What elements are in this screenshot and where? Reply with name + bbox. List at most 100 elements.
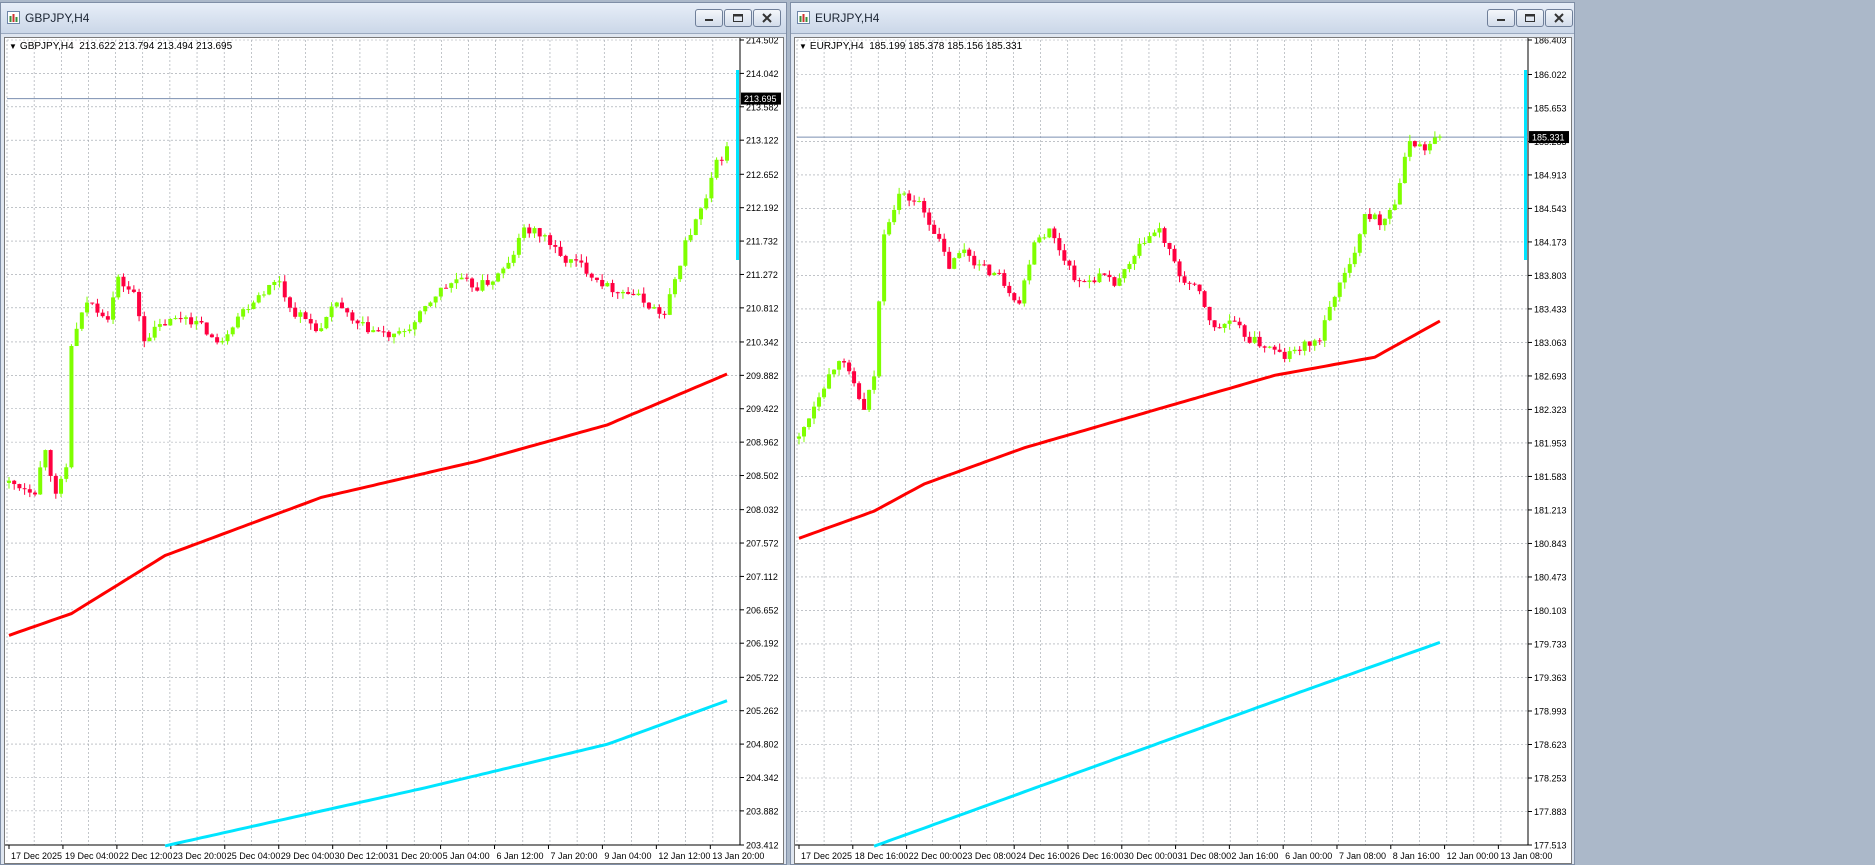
candle-body bbox=[892, 209, 897, 223]
price-axis-label: 212.192 bbox=[746, 203, 779, 213]
close-icon bbox=[762, 13, 772, 23]
candle-body bbox=[220, 341, 225, 343]
time-axis-label: 12 Jan 00:00 bbox=[1447, 851, 1499, 861]
candle-body bbox=[620, 291, 625, 294]
candle-body bbox=[1242, 325, 1247, 337]
candle-body bbox=[683, 240, 688, 266]
candle-body bbox=[932, 224, 937, 234]
time-axis-label: 6 Jan 12:00 bbox=[497, 851, 544, 861]
price-axis-label: 181.953 bbox=[1534, 438, 1567, 448]
time-axis-label: 18 Dec 16:00 bbox=[855, 851, 909, 861]
candle-body bbox=[1382, 218, 1387, 226]
candle-body bbox=[366, 322, 370, 333]
time-axis-label: 13 Jan 20:00 bbox=[712, 851, 764, 861]
candle-body bbox=[997, 272, 1002, 274]
candle-body bbox=[1137, 243, 1142, 256]
chart-window-icon bbox=[7, 11, 20, 24]
candle-body bbox=[1297, 349, 1302, 351]
candle-body bbox=[345, 308, 350, 313]
candle-body bbox=[1387, 209, 1392, 219]
maximize-button[interactable] bbox=[724, 9, 752, 27]
chart-canvas[interactable]: 214.502 214.042 213.582 213.122 212.652 212.1… bbox=[5, 38, 785, 865]
chart-canvas[interactable]: 186.403186.022185.653185.283184.913184.5… bbox=[795, 38, 1573, 865]
maximize-button[interactable] bbox=[1516, 9, 1544, 27]
price-axis-label: 183.433 bbox=[1534, 304, 1567, 314]
candle-body bbox=[927, 212, 932, 225]
candle-body bbox=[967, 249, 972, 256]
high-value: 185.378 bbox=[908, 41, 945, 52]
candle-body bbox=[1017, 300, 1022, 304]
open-value: 213.622 bbox=[79, 41, 116, 52]
candle-body bbox=[542, 235, 547, 237]
price-axis-label: 214.502 bbox=[746, 38, 779, 46]
price-axis-label: 185.653 bbox=[1534, 103, 1567, 113]
candle-body bbox=[714, 159, 719, 178]
candle-body bbox=[329, 306, 334, 317]
candle-body bbox=[636, 293, 641, 296]
current-price-tag bbox=[1529, 131, 1569, 144]
candle-body bbox=[360, 322, 365, 324]
symbol-label: EURJPY,H4 bbox=[809, 41, 864, 52]
candle-body bbox=[563, 255, 568, 263]
candle-body bbox=[1167, 242, 1172, 249]
chart-window-gbpjpy[interactable]: GBPJPY,H4 214.502 214.042 213.582 213.122 21… bbox=[0, 2, 787, 865]
candle-body bbox=[319, 328, 324, 332]
minimize-button[interactable] bbox=[695, 9, 723, 27]
candle-body bbox=[522, 227, 527, 238]
candle-body bbox=[977, 264, 982, 266]
window-titlebar[interactable]: EURJPY,H4 bbox=[791, 3, 1574, 34]
price-axis-label: 182.323 bbox=[1534, 405, 1567, 415]
candle-body bbox=[527, 227, 532, 234]
price-axis-label: 184.913 bbox=[1534, 170, 1567, 180]
price-axis-label: 212.652 bbox=[746, 170, 779, 180]
ohlc-info-line: ▼ GBPJPY,H4 213.622 213.794 213.494 213.6… bbox=[9, 41, 232, 52]
current-price-tag bbox=[741, 92, 781, 105]
candle-body bbox=[282, 281, 287, 298]
price-chart[interactable]: 214.502 214.042 213.582 213.122 212.652 212.1… bbox=[4, 37, 784, 864]
candle-body bbox=[516, 237, 521, 255]
candle-body bbox=[1367, 214, 1372, 220]
price-axis-label: 205.722 bbox=[746, 673, 779, 683]
candle-body bbox=[1177, 261, 1182, 277]
price-axis-label: 203.412 bbox=[746, 841, 779, 851]
candle-body bbox=[626, 291, 631, 294]
candle-body bbox=[412, 322, 417, 330]
time-axis-label: 17 Dec 2025 bbox=[11, 851, 62, 861]
candle-body bbox=[105, 316, 110, 320]
price-chart[interactable]: 186.403186.022185.653185.283184.913184.5… bbox=[794, 37, 1572, 864]
candle-body bbox=[678, 265, 683, 280]
price-axis-label: 178.253 bbox=[1534, 773, 1567, 783]
time-axis-label: 24 Dec 16:00 bbox=[1016, 851, 1070, 861]
candle-body bbox=[287, 297, 292, 308]
candle-body bbox=[532, 228, 537, 234]
candle-body bbox=[293, 307, 298, 317]
close-button[interactable] bbox=[1545, 9, 1573, 27]
candle-body bbox=[267, 284, 272, 295]
candle-body bbox=[912, 200, 917, 202]
moving-average-red bbox=[798, 319, 1441, 540]
price-axis-label: 179.363 bbox=[1534, 673, 1567, 683]
time-axis-label: 5 Jan 04:00 bbox=[443, 851, 490, 861]
window-titlebar[interactable]: GBPJPY,H4 bbox=[1, 3, 786, 34]
candle-body bbox=[209, 334, 214, 338]
candle-body bbox=[589, 273, 594, 278]
candle-body bbox=[610, 283, 615, 293]
price-axis-label: 183.803 bbox=[1534, 271, 1567, 281]
close-icon bbox=[1554, 13, 1564, 23]
price-axis-label: 178.623 bbox=[1534, 740, 1567, 750]
candle-body bbox=[163, 324, 168, 326]
price-axis-label: 211.732 bbox=[746, 237, 778, 247]
minimize-button[interactable] bbox=[1487, 9, 1515, 27]
candle-body bbox=[693, 219, 698, 236]
current-price-label: 185.331 bbox=[1532, 133, 1565, 143]
window-title: EURJPY,H4 bbox=[815, 11, 880, 25]
candle-body bbox=[506, 262, 511, 269]
candle-body bbox=[350, 312, 355, 321]
candle-body bbox=[688, 235, 693, 241]
price-axis-label: 209.882 bbox=[746, 371, 779, 381]
time-axis-label: 22 Dec 00:00 bbox=[909, 851, 963, 861]
chart-window-eurjpy[interactable]: EURJPY,H4 186.403186.022185.653185.28318… bbox=[790, 2, 1575, 865]
candle-body bbox=[537, 228, 542, 237]
close-button[interactable] bbox=[753, 9, 781, 27]
candle-body bbox=[215, 337, 220, 343]
